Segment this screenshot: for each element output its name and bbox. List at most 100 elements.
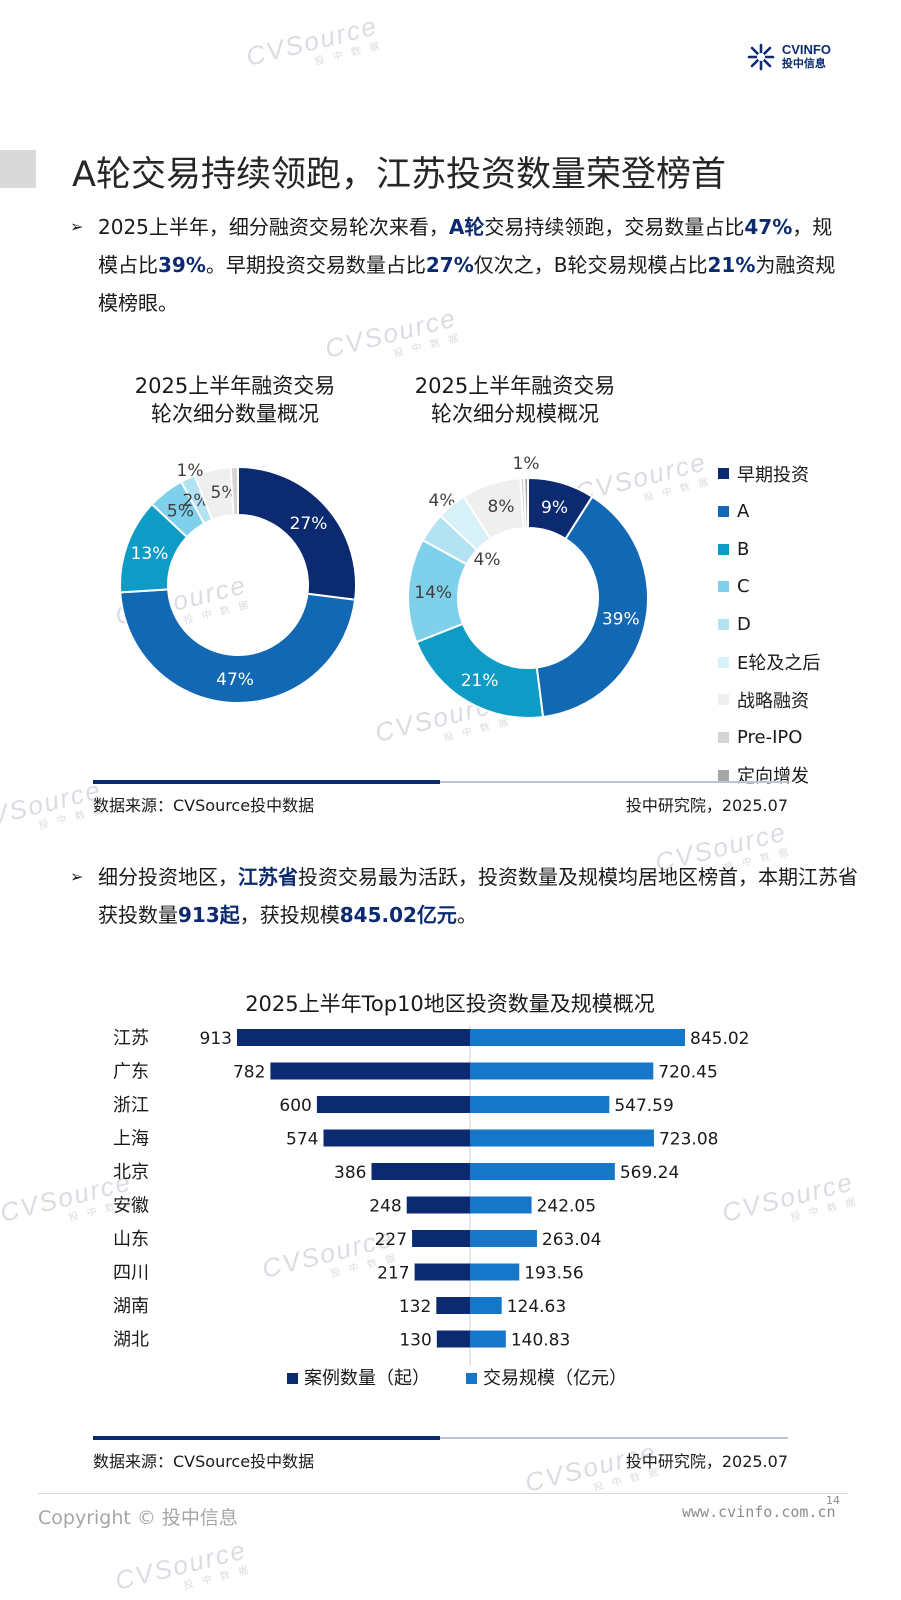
bar-scale (470, 1163, 615, 1180)
bullet-paragraph-1: ➢ 2025上半年，细分融资交易轮次来看，A轮交易持续领跑，交易数量占比47%，… (70, 208, 850, 322)
title-accent-bar (0, 150, 36, 188)
bar-count-label: 782 (233, 1063, 265, 1083)
legend-item: C (718, 568, 820, 606)
donut-slice (119, 588, 357, 704)
source-note: 数据来源：CVSource投中数据 (93, 1452, 315, 1471)
bar-count-label: 574 (286, 1130, 318, 1150)
bar-count-label: 600 (279, 1096, 311, 1116)
donut-slice-label: 5% (167, 502, 194, 522)
bar-count-label: 132 (399, 1297, 431, 1317)
bar-legend-label: 案例数量（起） (304, 1368, 430, 1389)
bar-count-label: 217 (377, 1264, 409, 1284)
bar-count-label: 227 (375, 1230, 407, 1250)
category-label: 浙江 (113, 1095, 149, 1116)
bar-count (323, 1129, 470, 1147)
logo-burst-icon (747, 43, 775, 71)
bar-count (316, 1096, 470, 1113)
donut-slice-label: 21% (461, 671, 499, 691)
donut-legend: 早期投资 A B C D E轮及之后 战略融资 Pre-IPO 定向增发 (718, 455, 820, 794)
bullet-paragraph-2: ➢ 细分投资地区，江苏省投资交易最为活跃，投资数量及规模均居地区榜首，本期江苏省… (70, 858, 860, 934)
bar-scale (470, 1062, 654, 1080)
legend-swatch (718, 468, 729, 480)
legend-item: E轮及之后 (718, 643, 820, 681)
donut-slice-label: 1% (177, 461, 204, 481)
legend-item: A (718, 493, 820, 531)
legend-swatch (718, 769, 729, 781)
source-note: 数据来源：CVSource投中数据 (93, 796, 315, 815)
bar-count (412, 1230, 470, 1247)
source-credit: 投中研究院，2025.07 (625, 796, 788, 815)
donut-slice-label: 39% (602, 610, 640, 630)
bar-count (270, 1062, 470, 1080)
bar-count (371, 1163, 470, 1180)
donut-slice (229, 465, 239, 517)
legend-item: 早期投资 (718, 455, 820, 493)
source-divider (93, 780, 788, 784)
bar-scale-label: 193.56 (524, 1264, 583, 1284)
footer-divider (38, 1493, 848, 1494)
donut-slice-label: 9% (541, 498, 568, 518)
bar-scale (470, 1297, 502, 1314)
source-divider (93, 1436, 788, 1440)
donut-slice-label: 5% (211, 483, 238, 503)
donut-charts: 27%47%13%5%2% 5%1%9%39%21%14%4%4%8%1% (119, 454, 649, 719)
donut-slice-label: 47% (216, 670, 254, 690)
legend-label: C (737, 576, 750, 598)
bar-chart-title: 2025上半年Top10地区投资数量及规模概况 (245, 992, 655, 1016)
bar-count (237, 1029, 470, 1046)
legend-swatch (718, 506, 729, 518)
legend-label: 定向增发 (737, 766, 809, 788)
donut-slice (237, 465, 357, 601)
bar-scale-label: 723.08 (659, 1130, 718, 1150)
donut-slice-label: 1% (513, 454, 540, 474)
donut-slice (523, 476, 529, 530)
bar-scale (470, 1029, 685, 1046)
bar-legend-label: 交易规模（亿元） (483, 1368, 627, 1389)
legend-swatch (718, 694, 729, 706)
legend-label: Pre-IPO (737, 727, 803, 749)
legend-swatch (718, 543, 729, 555)
bar-count-label: 386 (334, 1163, 366, 1183)
bar-count (414, 1263, 470, 1281)
logo-bottom-text: 投中信息 (781, 58, 826, 70)
donut-slice-label: 4% (429, 491, 456, 511)
legend-label: A (737, 501, 750, 523)
legend-swatch (718, 656, 729, 668)
bar-count (436, 1297, 470, 1314)
category-label: 四川 (113, 1263, 149, 1284)
donut-slice-label: 8% (488, 497, 515, 517)
website: www.cvinfo.com.cn (682, 1503, 836, 1521)
cvinfo-logo: CVINFO 投中信息 (746, 42, 831, 72)
legend-label: E轮及之后 (737, 653, 821, 675)
legend-swatch (718, 619, 729, 631)
legend-item: 战略融资 (718, 681, 820, 719)
bullet-arrow-icon: ➢ (70, 867, 84, 886)
bar-count (406, 1196, 470, 1214)
watermark: CVSource 投 中 数 据 (0, 774, 108, 837)
category-label: 上海 (113, 1129, 149, 1150)
legend-label: 早期投资 (737, 464, 809, 486)
source-credit: 投中研究院，2025.07 (625, 1452, 788, 1471)
legend-label: 战略融资 (737, 690, 809, 712)
page-number: 14 (826, 1494, 840, 1507)
category-label: 湖南 (113, 1296, 149, 1317)
bar-count (436, 1330, 470, 1348)
donut-slice-label: 13% (131, 544, 169, 564)
legend-item: Pre-IPO (718, 719, 820, 757)
bar-legend-swatch (466, 1373, 477, 1384)
logo-top-text: CVINFO (781, 42, 831, 57)
bar-scale (470, 1263, 520, 1281)
bar-scale-label: 124.63 (507, 1297, 566, 1317)
legend-label: B (737, 538, 750, 560)
bar-scale (470, 1330, 506, 1348)
donut-slice-label: 14% (414, 583, 452, 603)
legend-swatch (718, 581, 729, 593)
bar-chart: 江苏 913 845.02 广东 782 720.45 浙江 600 547.59 上海 574 72… (113, 1025, 749, 1389)
bar-scale (470, 1196, 532, 1214)
category-label: 湖北 (113, 1330, 149, 1351)
watermark: CVSource 投 中 数 据 (111, 1534, 253, 1597)
legend-item: B (718, 530, 820, 568)
bar-scale-label: 263.04 (542, 1230, 601, 1250)
bar-scale (470, 1230, 537, 1247)
bar-scale-label: 845.02 (690, 1029, 749, 1049)
